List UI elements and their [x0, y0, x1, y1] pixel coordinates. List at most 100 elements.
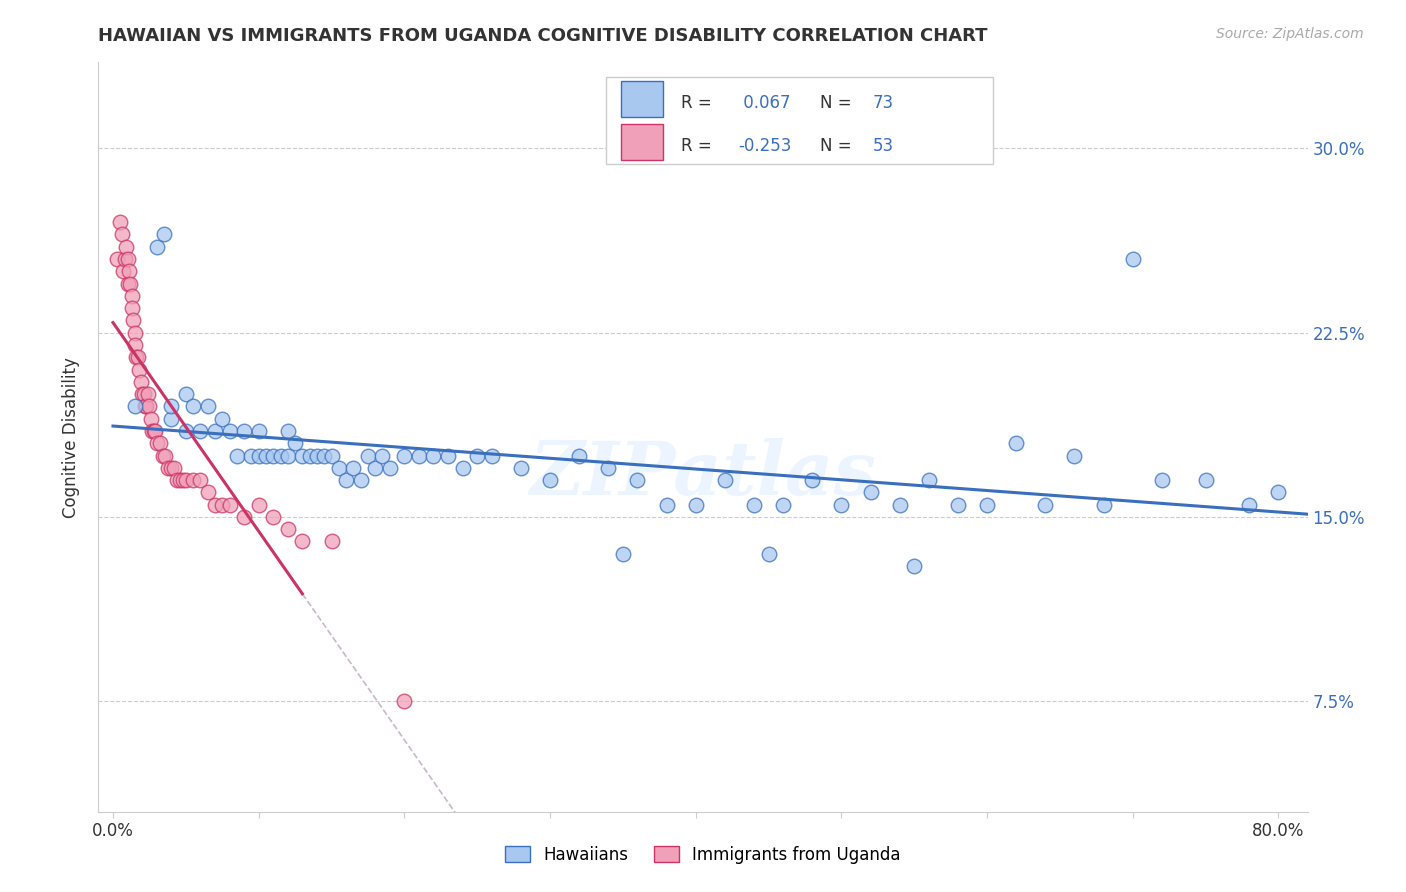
Point — [105, 252, 128, 266]
Point — [125, 350, 148, 364]
Point — [211, 411, 233, 425]
Point — [118, 264, 141, 278]
Point — [626, 473, 648, 487]
Point — [758, 547, 780, 561]
Point — [112, 264, 135, 278]
Point — [138, 400, 160, 414]
Point — [115, 240, 138, 254]
Point — [1005, 436, 1028, 450]
Point — [291, 534, 314, 549]
Point — [117, 252, 139, 266]
Point — [124, 326, 146, 340]
FancyBboxPatch shape — [606, 78, 993, 163]
Point — [903, 559, 925, 574]
Point — [481, 449, 503, 463]
Point — [394, 449, 416, 463]
Point — [172, 473, 194, 487]
Point — [655, 498, 678, 512]
Point — [127, 350, 149, 364]
Text: 73: 73 — [872, 95, 893, 112]
Point — [1122, 252, 1144, 266]
Point — [1063, 449, 1085, 463]
Point — [1267, 485, 1289, 500]
Point — [114, 252, 136, 266]
Point — [262, 449, 284, 463]
Point — [139, 411, 162, 425]
Point — [830, 498, 852, 512]
Point — [149, 436, 172, 450]
Point — [1239, 498, 1261, 512]
Point — [190, 424, 212, 438]
Legend: Hawaiians, Immigrants from Uganda: Hawaiians, Immigrants from Uganda — [499, 839, 907, 871]
Point — [568, 449, 591, 463]
Point — [163, 460, 186, 475]
Point — [121, 289, 143, 303]
Point — [153, 227, 176, 242]
Point — [714, 473, 737, 487]
Point — [918, 473, 941, 487]
Text: HAWAIIAN VS IMMIGRANTS FROM UGANDA COGNITIVE DISABILITY CORRELATION CHART: HAWAIIAN VS IMMIGRANTS FROM UGANDA COGNI… — [98, 27, 988, 45]
Point — [166, 473, 188, 487]
Text: -0.253: -0.253 — [738, 137, 792, 155]
Point — [111, 227, 134, 242]
Point — [160, 460, 183, 475]
Point — [121, 301, 143, 315]
Point — [357, 449, 380, 463]
Text: N =: N = — [820, 95, 858, 112]
Point — [538, 473, 561, 487]
Point — [197, 400, 219, 414]
Point — [465, 449, 488, 463]
Point — [135, 400, 157, 414]
Point — [509, 460, 531, 475]
Point — [321, 534, 343, 549]
Point — [124, 400, 146, 414]
Point — [408, 449, 430, 463]
Point — [247, 498, 270, 512]
Point — [141, 424, 163, 438]
Point — [612, 547, 634, 561]
Point — [131, 387, 153, 401]
Point — [174, 473, 197, 487]
Point — [277, 424, 299, 438]
Point — [124, 338, 146, 352]
Point — [298, 449, 321, 463]
Point — [218, 424, 240, 438]
Point — [247, 449, 270, 463]
Point — [685, 498, 707, 512]
Point — [136, 387, 159, 401]
Point — [190, 473, 212, 487]
Point — [142, 424, 165, 438]
Point — [160, 411, 183, 425]
Point — [233, 424, 256, 438]
Point — [598, 460, 620, 475]
Point — [859, 485, 882, 500]
Point — [350, 473, 373, 487]
Point — [364, 460, 387, 475]
Point — [204, 498, 226, 512]
Point — [801, 473, 824, 487]
Point — [145, 436, 167, 450]
Point — [277, 522, 299, 536]
Point — [305, 449, 328, 463]
Point — [742, 498, 765, 512]
Point — [254, 449, 277, 463]
Point — [422, 449, 444, 463]
Point — [247, 424, 270, 438]
Point — [155, 449, 177, 463]
Point — [889, 498, 911, 512]
Y-axis label: Cognitive Disability: Cognitive Disability — [62, 357, 80, 517]
Point — [211, 498, 233, 512]
FancyBboxPatch shape — [621, 124, 664, 160]
Point — [233, 510, 256, 524]
FancyBboxPatch shape — [621, 81, 664, 117]
Point — [122, 313, 145, 327]
Point — [117, 277, 139, 291]
Point — [1194, 473, 1216, 487]
Point — [129, 375, 152, 389]
Point — [1033, 498, 1056, 512]
Point — [371, 449, 394, 463]
Point — [174, 424, 197, 438]
Point — [772, 498, 794, 512]
Point — [225, 449, 247, 463]
Point — [110, 215, 132, 229]
